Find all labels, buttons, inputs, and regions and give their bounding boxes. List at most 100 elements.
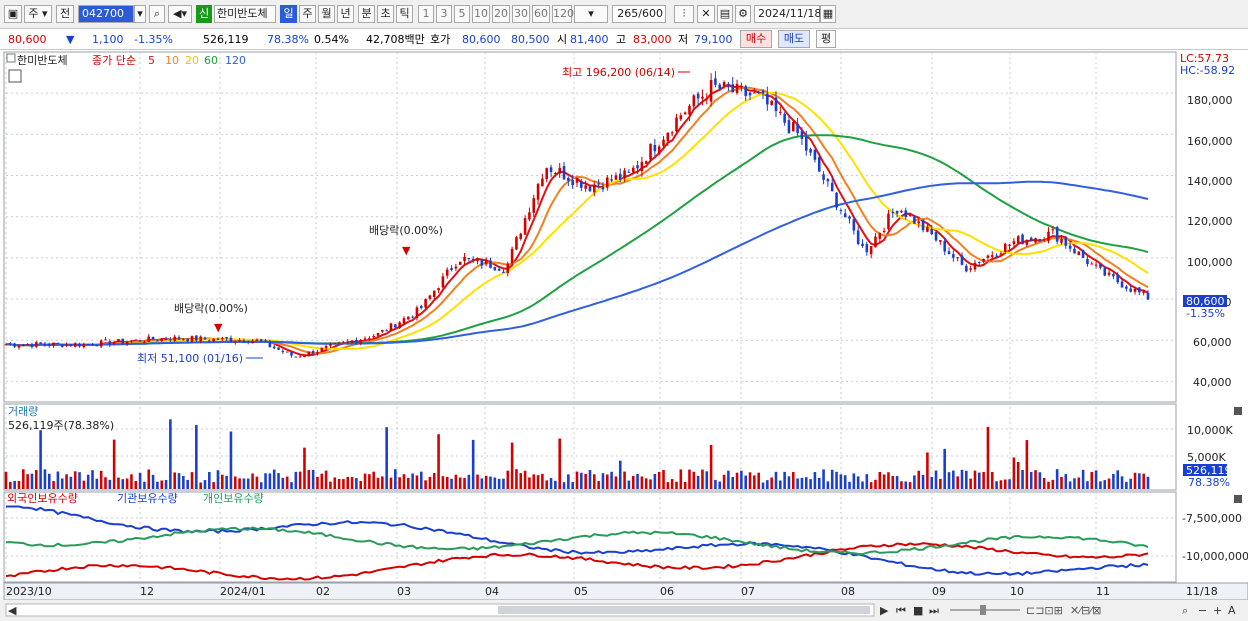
volume-bar <box>735 472 739 489</box>
volume-bar <box>913 475 916 489</box>
y-tick-100000: 100,000 <box>1187 256 1233 269</box>
last-volume-box <box>1183 464 1227 476</box>
candle-body <box>636 165 639 169</box>
panel-collapse-icon[interactable] <box>6 53 16 63</box>
volume-bar <box>56 471 60 489</box>
code-dropdown-icon[interactable]: ▾ <box>134 5 146 23</box>
volume-bar <box>506 470 510 489</box>
period-minute[interactable]: 분 <box>358 5 375 23</box>
eval-button[interactable]: 평 <box>816 30 836 48</box>
volume-bar <box>908 482 912 489</box>
tool-icons[interactable]: ✕⁄⊟⁄⊠ <box>1070 604 1101 617</box>
save-icon[interactable]: ▤ <box>717 5 733 23</box>
volume-bar <box>69 476 73 489</box>
data-table-icon[interactable] <box>8 69 22 83</box>
volume-bar <box>709 444 713 489</box>
interval-1[interactable]: 1 <box>418 5 434 23</box>
candle-body <box>298 356 302 358</box>
candle-body <box>744 86 747 96</box>
interval-60[interactable]: 60 <box>532 5 550 23</box>
volume-bar <box>683 481 687 489</box>
interval-20[interactable]: 20 <box>492 5 510 23</box>
period-second[interactable]: 초 <box>377 5 394 23</box>
draw-tool-icon[interactable]: ✕ <box>697 5 715 23</box>
gear-icon[interactable]: ⚙ <box>735 5 751 23</box>
volume-bar <box>298 471 302 489</box>
stock-code-input[interactable]: 042700 <box>78 5 134 23</box>
date-input[interactable]: 2024/11/18 <box>754 5 821 23</box>
scroll-left-icon[interactable]: ◀ <box>8 604 17 617</box>
volume-bar <box>1064 474 1068 489</box>
rewind-icon[interactable]: ⏮ <box>896 604 906 617</box>
search-icon[interactable]: ⌕ <box>149 5 165 23</box>
volume-bar <box>268 473 272 489</box>
volume-bar <box>593 474 596 489</box>
volume-tick-10000k: 10,000K <box>1187 424 1233 437</box>
period-week[interactable]: 주 <box>299 5 316 23</box>
period-month[interactable]: 월 <box>318 5 335 23</box>
candle-body <box>203 337 207 340</box>
interval-3[interactable]: 3 <box>436 5 452 23</box>
buy-button[interactable]: 매수 <box>740 30 772 48</box>
period-year[interactable]: 년 <box>337 5 354 23</box>
candle-body <box>908 214 912 216</box>
speaker-icon[interactable]: ◀▾ <box>168 5 192 23</box>
volume-bar <box>895 476 899 489</box>
market-select[interactable]: 주 ▾ <box>24 5 52 23</box>
interval-120[interactable]: 120 <box>552 5 574 23</box>
candle-body <box>281 350 285 352</box>
scroll-right-icon[interactable]: ▶ <box>880 604 889 617</box>
period-prefix[interactable]: 전 <box>56 5 74 23</box>
interval-5[interactable]: 5 <box>454 5 470 23</box>
interval-10[interactable]: 10 <box>472 5 490 23</box>
last-change-label: -1.35% <box>1186 307 1225 320</box>
interval-30[interactable]: 30 <box>512 5 530 23</box>
chart-menu-icon[interactable]: ▣ <box>4 5 22 23</box>
zoom-in-icon[interactable]: + <box>1213 604 1222 617</box>
count-field[interactable]: 265/600 <box>612 5 666 23</box>
volume-bar <box>480 478 484 489</box>
period-day[interactable]: 일 <box>280 5 297 23</box>
volume-bar <box>519 473 523 489</box>
candle-body <box>740 86 743 88</box>
last-price-label: 80,600 <box>1186 295 1225 308</box>
sell-button[interactable]: 매도 <box>778 30 810 48</box>
chart-canvas[interactable]: 한미반도체 종가 단순 5 10 20 60 120 LC:57.73 HC:-… <box>0 50 1248 621</box>
candle-body <box>285 351 289 353</box>
volume-bar <box>493 477 497 489</box>
volume-bar <box>389 477 393 489</box>
ma-legend-10: 10 <box>165 54 179 67</box>
volume-bar <box>731 476 735 489</box>
candle-settings-icon[interactable]: ⫶ <box>674 5 694 23</box>
volume-bar <box>852 473 856 489</box>
magnifier-icon[interactable]: ⌕ <box>1182 604 1188 617</box>
period-tick[interactable]: 틱 <box>396 5 413 23</box>
candle-body <box>255 339 259 341</box>
zoom-out-icon[interactable]: − <box>1198 604 1207 617</box>
y-tick-180000: 180,000 <box>1187 94 1233 107</box>
candles <box>4 71 1150 358</box>
zoom-slider-handle[interactable] <box>980 605 986 615</box>
volume-bar <box>255 476 259 489</box>
scrollbar-thumb[interactable] <box>498 606 870 614</box>
auto-scale-icon[interactable]: A <box>1228 604 1236 617</box>
candle-body <box>601 186 605 190</box>
low-annotation: 최저 51,100 (01/16) <box>137 352 243 365</box>
stop-icon[interactable]: ■ <box>913 604 923 617</box>
candle-body <box>394 324 397 328</box>
candle-body <box>407 316 410 320</box>
layout-icons[interactable]: ⊏⊐⊡⊞ <box>1026 604 1063 617</box>
volume-bar <box>822 469 825 489</box>
calendar-icon[interactable]: ▦ <box>820 5 836 23</box>
candle-body <box>640 161 644 172</box>
interval-custom-select[interactable]: ▾ <box>574 5 608 23</box>
holdings-panel-close-icon[interactable] <box>1234 495 1242 503</box>
forward-icon[interactable]: ⏭ <box>929 604 939 617</box>
volume-bar <box>605 474 609 489</box>
candle-body <box>290 352 293 356</box>
volume-panel-close-icon[interactable] <box>1234 407 1242 415</box>
candle-body <box>467 257 471 259</box>
volume-bar <box>1012 457 1016 489</box>
volume-bar <box>666 482 670 489</box>
candle-body <box>1142 291 1145 293</box>
